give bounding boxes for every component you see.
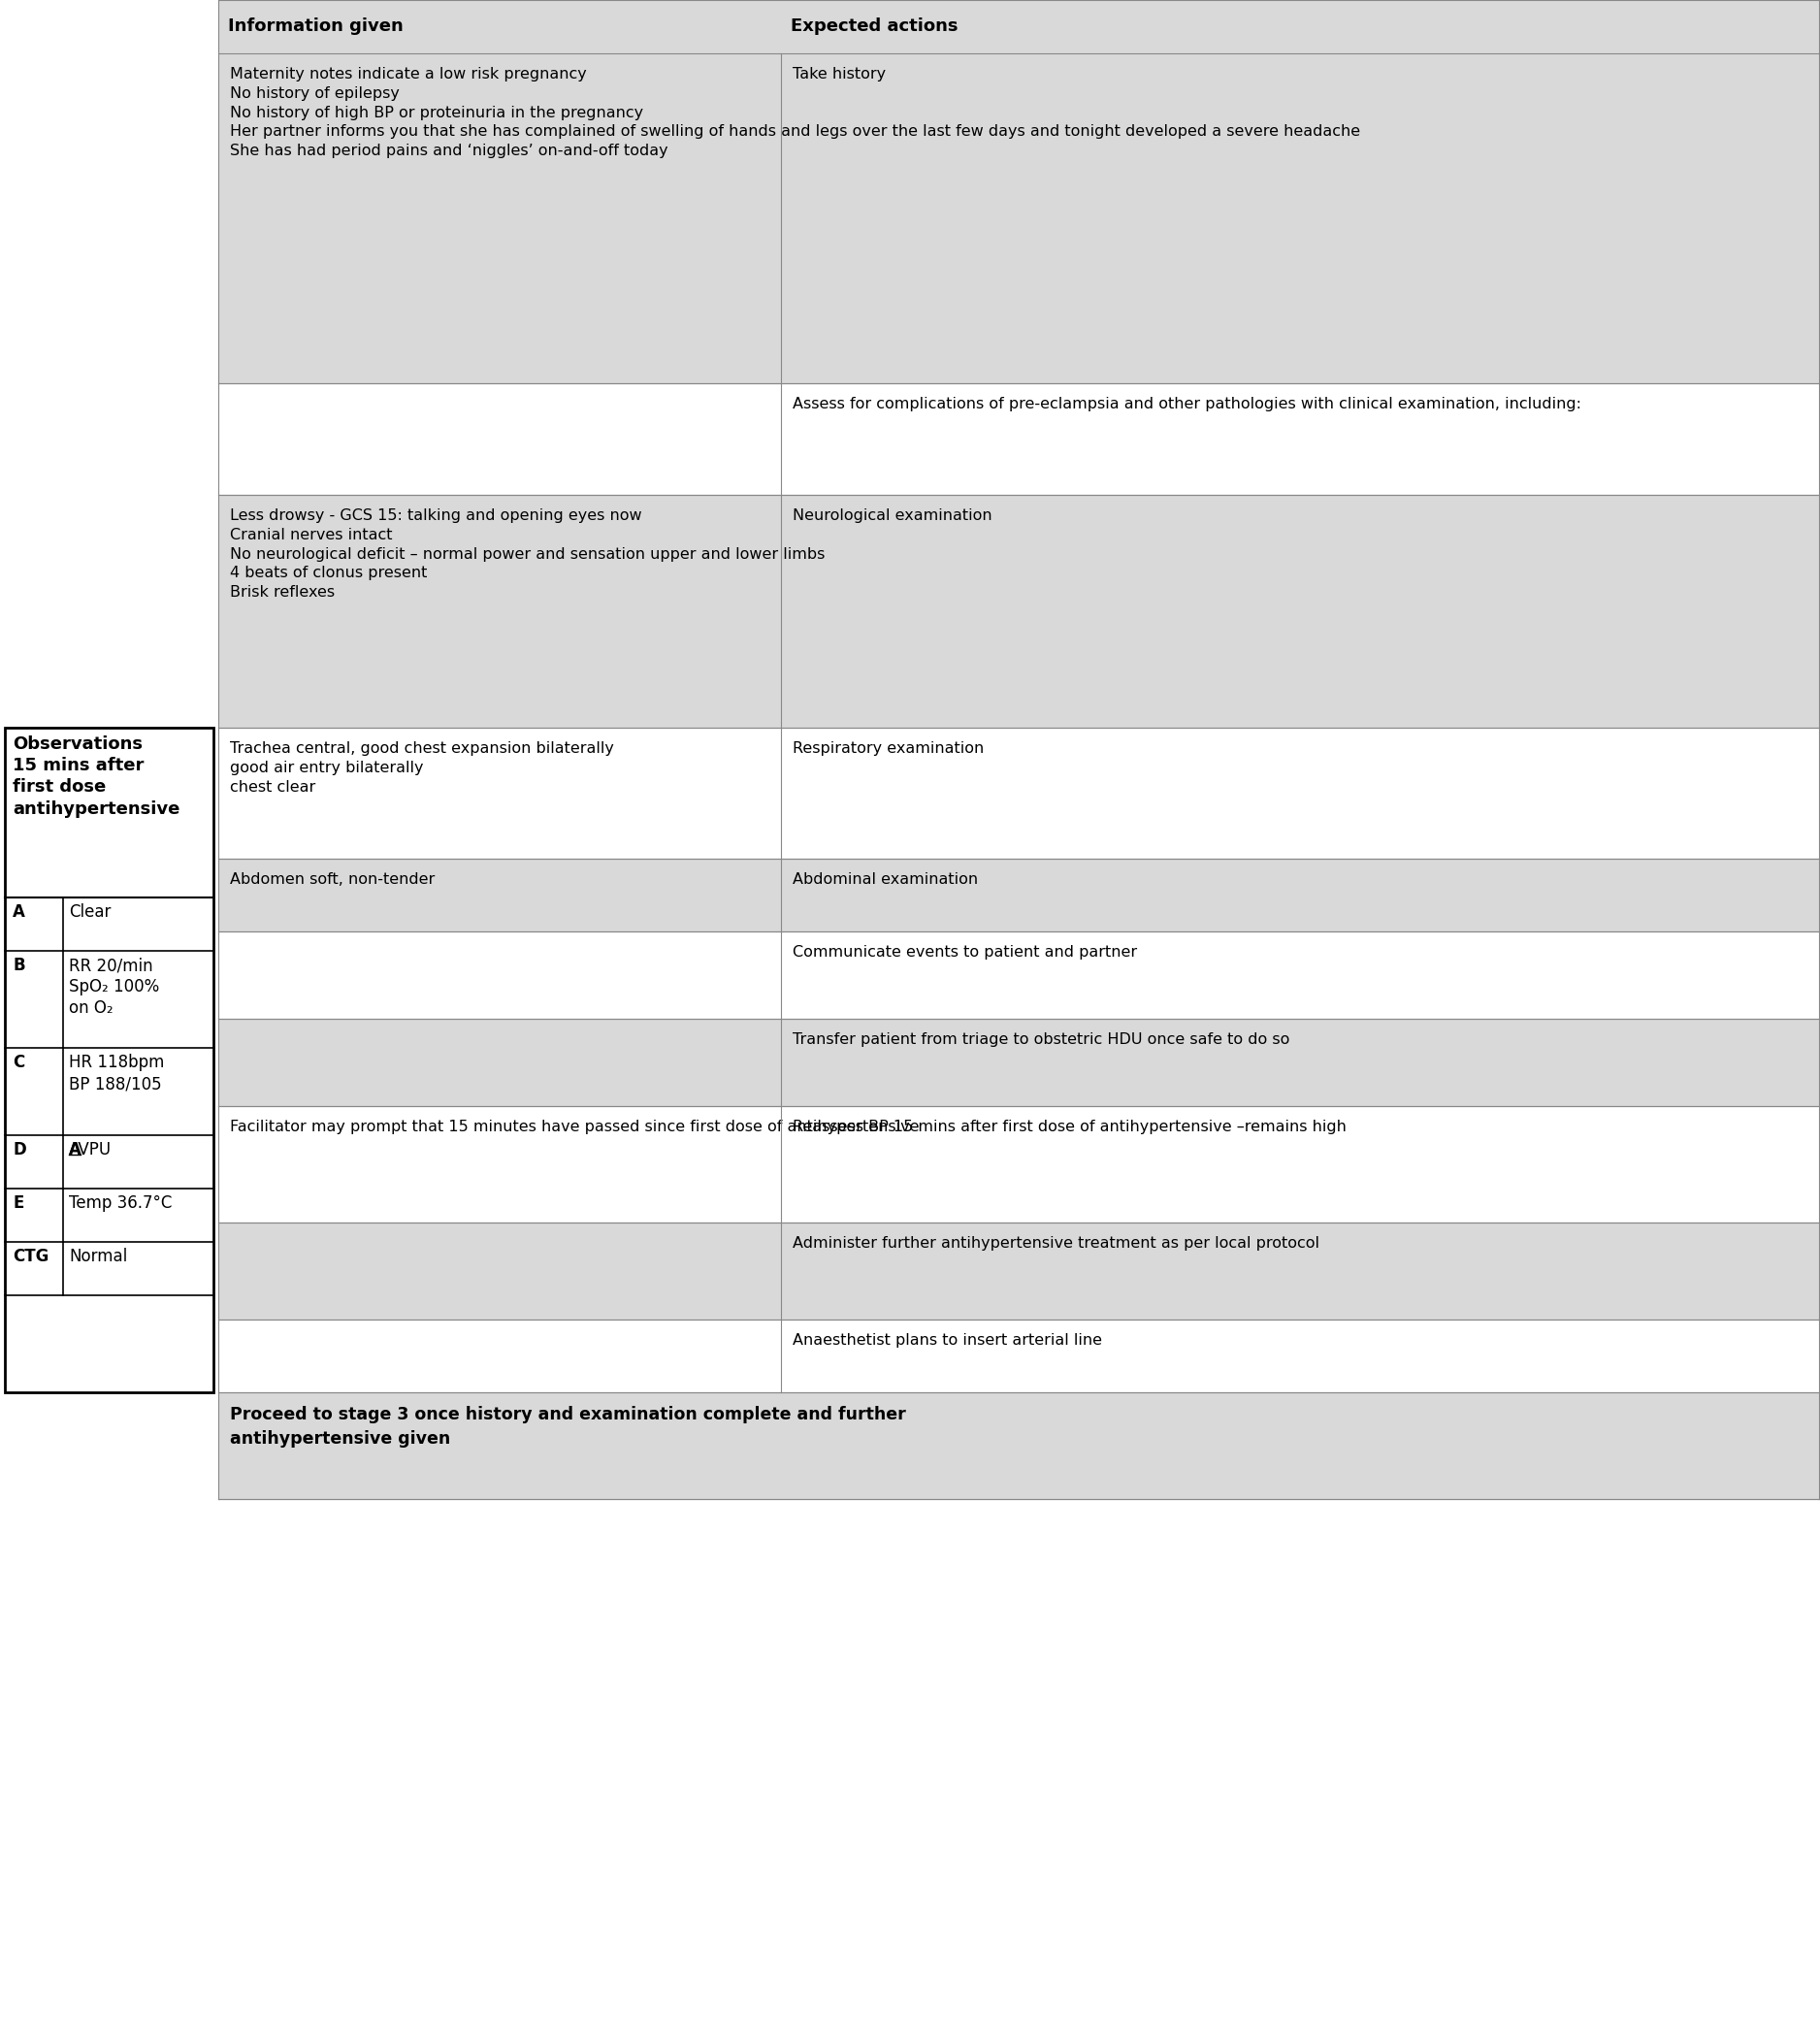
Text: C: C bbox=[13, 1053, 24, 1072]
Text: Normal: Normal bbox=[69, 1248, 127, 1266]
Text: Neurological examination: Neurological examination bbox=[794, 508, 992, 524]
Bar bbox=[5, 728, 213, 1393]
Text: CTG: CTG bbox=[13, 1248, 49, 1266]
Bar bbox=[218, 1320, 1820, 1393]
Text: Proceed to stage 3 once history and examination complete and further
antihyperte: Proceed to stage 3 once history and exam… bbox=[229, 1405, 906, 1448]
Text: Less drowsy - GCS 15: talking and opening eyes now
Cranial nerves intact
No neur: Less drowsy - GCS 15: talking and openin… bbox=[229, 508, 824, 601]
Text: B: B bbox=[13, 956, 25, 975]
Text: A: A bbox=[13, 904, 25, 920]
Text: AVPU: AVPU bbox=[69, 1140, 111, 1159]
Text: Facilitator may prompt that 15 minutes have passed since first dose of antihyper: Facilitator may prompt that 15 minutes h… bbox=[229, 1120, 919, 1134]
Text: RR 20/min
SpO₂ 100%
on O₂: RR 20/min SpO₂ 100% on O₂ bbox=[69, 956, 160, 1017]
Bar bbox=[218, 859, 1820, 932]
Text: Communicate events to patient and partner: Communicate events to patient and partne… bbox=[794, 944, 1138, 960]
Bar bbox=[218, 1106, 1820, 1223]
Text: A: A bbox=[69, 1140, 82, 1159]
Bar bbox=[218, 495, 1820, 728]
Bar bbox=[218, 1223, 1820, 1320]
Bar bbox=[218, 1393, 1820, 1498]
Text: Anaesthetist plans to insert arterial line: Anaesthetist plans to insert arterial li… bbox=[794, 1332, 1103, 1349]
Text: Expected actions: Expected actions bbox=[790, 18, 957, 36]
Text: Take history: Take history bbox=[794, 67, 886, 81]
Bar bbox=[218, 728, 1820, 859]
Text: Maternity notes indicate a low risk pregnancy
No history of epilepsy
No history : Maternity notes indicate a low risk preg… bbox=[229, 67, 1360, 158]
Text: Abdomen soft, non-tender: Abdomen soft, non-tender bbox=[229, 871, 435, 888]
Text: Observations
15 mins after
first dose
antihypertensive: Observations 15 mins after first dose an… bbox=[13, 736, 180, 817]
Text: Clear: Clear bbox=[69, 904, 111, 920]
Text: Abdominal examination: Abdominal examination bbox=[794, 871, 977, 888]
Bar bbox=[218, 1019, 1820, 1106]
Bar bbox=[218, 53, 1820, 384]
Text: Trachea central, good chest expansion bilaterally
good air entry bilaterally
che: Trachea central, good chest expansion bi… bbox=[229, 742, 613, 795]
Text: Temp 36.7°C: Temp 36.7°C bbox=[69, 1195, 173, 1211]
Bar bbox=[218, 384, 1820, 495]
Text: Transfer patient from triage to obstetric HDU once safe to do so: Transfer patient from triage to obstetri… bbox=[794, 1033, 1290, 1047]
Bar bbox=[218, 932, 1820, 1019]
Text: HR 118bpm
BP 188/105: HR 118bpm BP 188/105 bbox=[69, 1053, 164, 1092]
Text: Assess for complications of pre-eclampsia and other pathologies with clinical ex: Assess for complications of pre-eclampsi… bbox=[794, 396, 1582, 410]
Text: D: D bbox=[13, 1140, 25, 1159]
Bar bbox=[218, 0, 1820, 53]
Text: Information given: Information given bbox=[228, 18, 404, 36]
Text: Respiratory examination: Respiratory examination bbox=[794, 742, 985, 756]
Text: E: E bbox=[13, 1195, 24, 1211]
Text: Reassess BP 15 mins after first dose of antihypertensive –remains high: Reassess BP 15 mins after first dose of … bbox=[794, 1120, 1347, 1134]
Text: Administer further antihypertensive treatment as per local protocol: Administer further antihypertensive trea… bbox=[794, 1235, 1320, 1252]
